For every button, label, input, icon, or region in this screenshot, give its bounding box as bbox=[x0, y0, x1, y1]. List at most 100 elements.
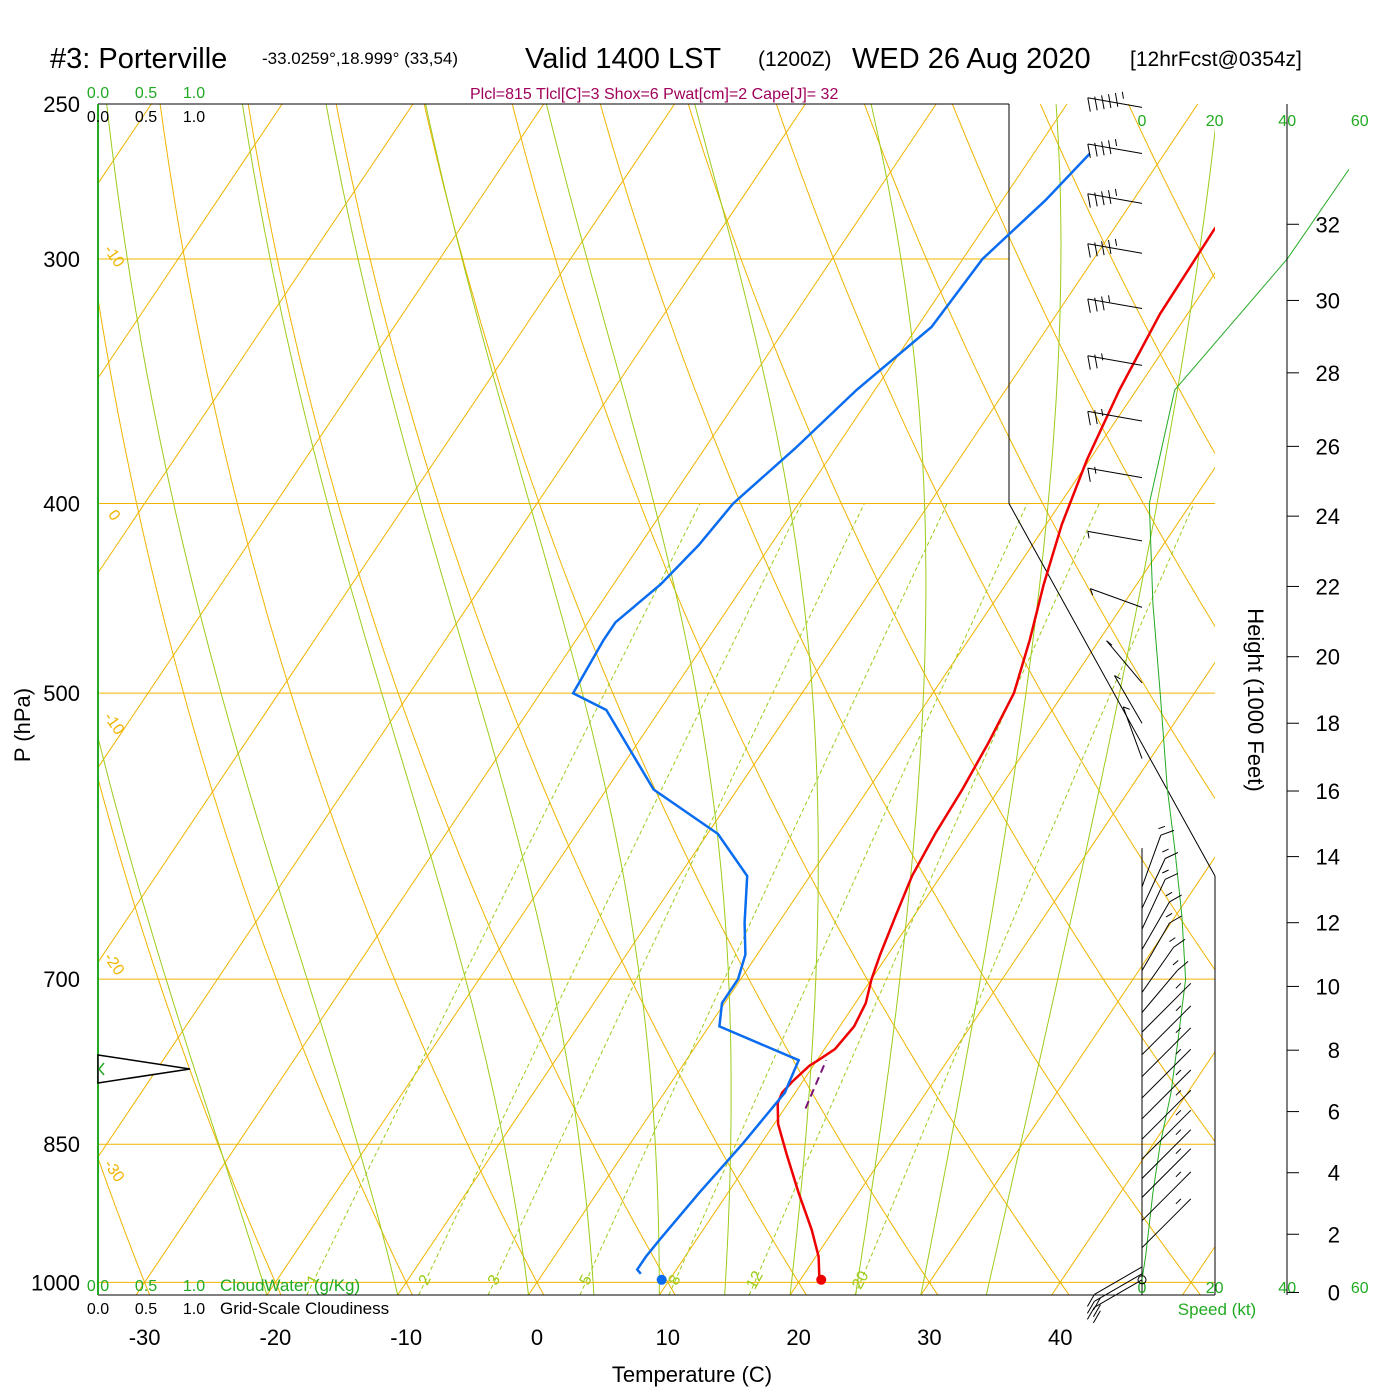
dewpoint-trace bbox=[571, 152, 1091, 1275]
barb-flag bbox=[1169, 915, 1182, 924]
barb-half-flag bbox=[1175, 1027, 1182, 1034]
barb-shaft bbox=[1141, 970, 1178, 1013]
barb-flag bbox=[1087, 355, 1091, 370]
barb-flag bbox=[1180, 1198, 1192, 1210]
wind-barb bbox=[1087, 466, 1143, 482]
mixing-ratio-line bbox=[579, 503, 948, 1295]
height-tick-label: 18 bbox=[1316, 711, 1340, 736]
height-tick-label: 10 bbox=[1316, 974, 1340, 999]
barb-flag bbox=[1092, 1310, 1101, 1324]
barb-flag bbox=[1180, 1005, 1192, 1017]
wind-barb bbox=[1141, 937, 1186, 993]
isotherm-line bbox=[658, 466, 1215, 1295]
barb-flag bbox=[1180, 1148, 1192, 1159]
barb-flag bbox=[1087, 243, 1091, 258]
barb-flag bbox=[1086, 1294, 1095, 1307]
barb-half-flag bbox=[1123, 706, 1130, 710]
speed-tick-top: 60 bbox=[1351, 113, 1369, 130]
mixing-ratio-line bbox=[306, 503, 701, 1295]
wind-barb bbox=[1141, 825, 1175, 888]
isotherm-line bbox=[789, 661, 1215, 1295]
barb-shaft bbox=[1087, 355, 1143, 366]
temperature-tick-label: 20 bbox=[786, 1325, 810, 1350]
barb-flag bbox=[1094, 142, 1098, 157]
dry-adiabat-line bbox=[98, 776, 282, 1295]
barb-half-flag bbox=[1175, 1171, 1182, 1178]
barb-half-flag bbox=[1175, 1109, 1182, 1116]
wind-barb bbox=[1141, 869, 1179, 930]
barb-half-flag bbox=[1165, 891, 1173, 897]
barb-half-flag bbox=[1101, 353, 1104, 361]
wind-barb bbox=[1087, 530, 1143, 542]
barb-shaft bbox=[1087, 97, 1143, 108]
moist-adiabat-line bbox=[106, 104, 399, 1295]
barb-shaft bbox=[1087, 243, 1143, 254]
barb-flag bbox=[1101, 191, 1105, 206]
wind-barb bbox=[1087, 353, 1143, 370]
barb-shaft bbox=[1141, 858, 1166, 909]
barb-flag bbox=[1087, 97, 1091, 112]
mixing-ratio-label: 8 bbox=[665, 1272, 684, 1288]
temperature-tick-label: -10 bbox=[390, 1325, 422, 1350]
pressure-tick-label: 1000 bbox=[31, 1270, 80, 1295]
pressure-tick-label: 300 bbox=[43, 247, 80, 272]
barb-shaft bbox=[1141, 1015, 1182, 1056]
barb-half-flag bbox=[1169, 937, 1176, 943]
dry-adiabat-line bbox=[1304, 104, 1400, 1295]
height-tick-label: 0 bbox=[1328, 1280, 1340, 1305]
barb-half-flag bbox=[1094, 466, 1097, 474]
barb-shaft bbox=[1141, 922, 1170, 971]
temperature-tick-label: -30 bbox=[129, 1325, 161, 1350]
height-tick-label: 4 bbox=[1328, 1161, 1340, 1186]
dry-adiabat-line bbox=[1393, 104, 1400, 1295]
barb-flag bbox=[1180, 1109, 1192, 1121]
isotherm-line bbox=[397, 104, 1199, 1295]
barb-half-flag bbox=[1175, 1148, 1182, 1155]
barb-shaft bbox=[1141, 1181, 1182, 1222]
barb-flag bbox=[1087, 143, 1091, 158]
barb-shaft bbox=[1087, 530, 1143, 542]
isotherm-line bbox=[920, 856, 1215, 1295]
moist-adiabat-line bbox=[545, 104, 732, 1295]
barb-flag bbox=[1180, 1129, 1192, 1140]
barb-flag bbox=[1094, 354, 1098, 369]
barb-shaft bbox=[1141, 992, 1182, 1033]
barb-half-flag bbox=[1114, 188, 1118, 196]
isotherm-line bbox=[98, 104, 283, 380]
wind-barb bbox=[1087, 295, 1143, 313]
dry-adiabat-line bbox=[687, 104, 1215, 1143]
barb-shaft bbox=[1087, 193, 1143, 204]
cloud-water-tick-top: 0.0 bbox=[87, 85, 109, 102]
barb-flag bbox=[1108, 190, 1112, 204]
barb-flag bbox=[1164, 852, 1179, 859]
frame-right-slant bbox=[1008, 503, 1216, 877]
isotherm-line bbox=[135, 104, 937, 1295]
dry-adiabat-line bbox=[159, 104, 545, 1295]
cloud-water-tick-top: 1.0 bbox=[183, 85, 205, 102]
mixing-ratio-line bbox=[668, 503, 1028, 1295]
barb-flag bbox=[1087, 468, 1091, 482]
barb-flag bbox=[1114, 92, 1119, 107]
barb-flag bbox=[1101, 241, 1105, 256]
barb-half-flag bbox=[1162, 848, 1169, 853]
sounding-traces bbox=[571, 152, 1215, 1285]
dry-adiabat-label: -30 bbox=[100, 1157, 127, 1186]
wind-barb bbox=[1087, 139, 1143, 158]
x-axis-label: Temperature (C) bbox=[612, 1362, 772, 1387]
barb-half-flag bbox=[1175, 1090, 1182, 1096]
barb-shaft bbox=[1087, 410, 1143, 422]
wind-barb bbox=[1141, 1027, 1192, 1077]
speed-axis-label: Speed (kt) bbox=[1178, 1300, 1256, 1319]
cloudiness-label: Grid-Scale Cloudiness bbox=[220, 1299, 389, 1318]
wind-barb bbox=[1087, 408, 1143, 426]
moist-adiabat-line bbox=[855, 104, 927, 1295]
chart-title-forecast: [12hrFcst@0354z] bbox=[1130, 48, 1302, 71]
barb-shaft bbox=[1094, 1279, 1143, 1308]
temperature-trace bbox=[776, 226, 1215, 1283]
barb-flag bbox=[1180, 982, 1192, 994]
cloud-water-tick-bottom: 0.0 bbox=[87, 1278, 109, 1295]
barb-half-flag bbox=[1175, 1048, 1182, 1055]
barb-shaft bbox=[1141, 901, 1170, 950]
barb-shaft bbox=[1094, 1266, 1143, 1295]
